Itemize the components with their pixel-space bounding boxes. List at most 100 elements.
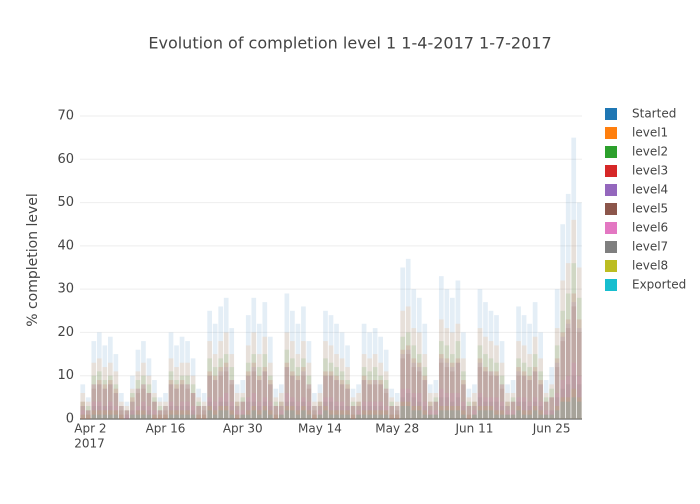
bar	[367, 332, 372, 419]
bar	[532, 371, 538, 419]
bar	[229, 384, 235, 419]
bar	[450, 406, 455, 419]
bar	[251, 406, 257, 419]
bar	[323, 406, 328, 419]
bar	[494, 362, 499, 419]
bar	[394, 406, 400, 419]
bar	[549, 397, 555, 419]
bar	[466, 406, 472, 419]
bar	[378, 375, 383, 419]
bar	[483, 401, 488, 419]
bar	[196, 414, 201, 419]
bar	[212, 380, 218, 419]
bar	[477, 345, 483, 419]
bar	[565, 193, 571, 419]
bar	[218, 397, 224, 419]
y-tick-label: 70	[57, 109, 74, 124]
bar	[367, 414, 372, 419]
bar	[477, 410, 483, 419]
bar	[85, 414, 91, 419]
bar	[124, 414, 130, 419]
bar	[234, 406, 240, 419]
bar	[372, 401, 378, 419]
bar	[163, 410, 168, 419]
bar	[267, 414, 273, 419]
bar	[361, 380, 367, 419]
bar	[91, 406, 97, 419]
bar	[466, 406, 472, 419]
bar	[532, 336, 538, 419]
bar	[284, 393, 290, 419]
bar	[438, 410, 444, 419]
bar	[301, 306, 306, 419]
bar	[483, 397, 488, 419]
bar	[488, 341, 494, 419]
bar	[80, 406, 86, 419]
bar	[130, 410, 135, 419]
bar	[350, 414, 356, 419]
bar	[483, 406, 488, 419]
bar	[488, 375, 494, 419]
bar	[207, 371, 212, 419]
bar	[251, 401, 257, 419]
bar	[394, 410, 400, 419]
bar	[262, 367, 268, 419]
bar	[350, 406, 356, 419]
bar	[284, 293, 290, 419]
bar	[323, 371, 328, 419]
bar	[267, 375, 273, 419]
bar	[571, 302, 577, 419]
bar	[130, 410, 135, 419]
bar	[400, 310, 406, 419]
bar	[201, 401, 207, 419]
bar	[427, 410, 433, 419]
bar	[472, 410, 477, 419]
bar	[207, 375, 212, 419]
bar	[113, 414, 119, 419]
bar	[510, 401, 516, 419]
bar	[317, 414, 323, 419]
bar	[405, 354, 411, 419]
legend-label: level3	[632, 164, 668, 178]
y-tick-label: 40	[57, 238, 74, 253]
bar	[185, 388, 190, 419]
bar	[163, 406, 168, 419]
bar	[163, 406, 168, 419]
bar	[119, 414, 124, 419]
bar	[107, 375, 113, 419]
bar	[135, 371, 141, 419]
bar	[196, 406, 201, 419]
bar	[179, 410, 185, 419]
bar	[549, 388, 555, 419]
bar	[102, 388, 108, 419]
bar	[571, 293, 577, 419]
bar	[107, 380, 113, 419]
bar	[427, 414, 433, 419]
bar	[295, 323, 301, 419]
bar	[466, 388, 472, 419]
bar	[240, 401, 246, 419]
bar	[262, 410, 268, 419]
bar	[245, 371, 251, 419]
bar	[565, 328, 571, 419]
bar	[499, 384, 505, 419]
bar	[494, 401, 499, 419]
bar	[306, 401, 312, 419]
bar	[295, 354, 301, 419]
bar	[367, 410, 372, 419]
bar	[483, 302, 488, 419]
bar	[141, 362, 146, 419]
bar	[135, 410, 141, 419]
bar	[80, 406, 86, 419]
bar	[207, 341, 212, 419]
bar	[174, 380, 179, 419]
bar	[91, 341, 97, 419]
bar	[163, 414, 168, 419]
bar	[96, 384, 102, 419]
bar	[240, 414, 246, 419]
legend-swatch	[605, 203, 617, 215]
bar	[400, 358, 406, 419]
bar	[157, 410, 163, 419]
bar	[543, 380, 549, 419]
bar	[361, 354, 367, 419]
